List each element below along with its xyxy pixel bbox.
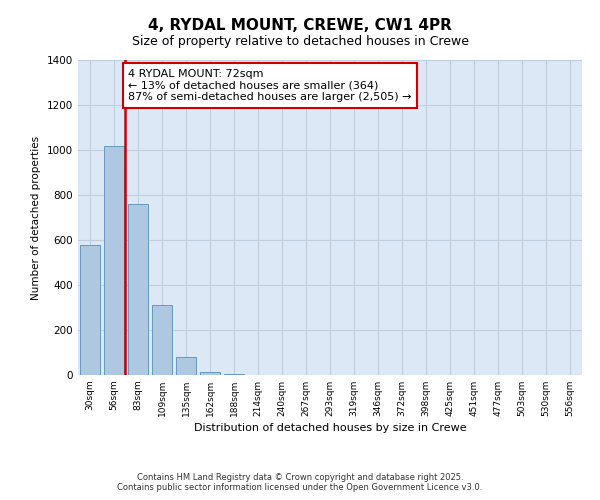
Bar: [152, 305, 172, 375]
Y-axis label: Number of detached properties: Number of detached properties: [31, 136, 41, 300]
Text: 4, RYDAL MOUNT, CREWE, CW1 4PR: 4, RYDAL MOUNT, CREWE, CW1 4PR: [148, 18, 452, 32]
Text: Contains HM Land Registry data © Crown copyright and database right 2025.
Contai: Contains HM Land Registry data © Crown c…: [118, 473, 482, 492]
Bar: [104, 146, 124, 375]
Text: 4 RYDAL MOUNT: 72sqm
← 13% of detached houses are smaller (364)
87% of semi-deta: 4 RYDAL MOUNT: 72sqm ← 13% of detached h…: [128, 69, 412, 102]
X-axis label: Distribution of detached houses by size in Crewe: Distribution of detached houses by size …: [194, 423, 466, 433]
Text: Size of property relative to detached houses in Crewe: Size of property relative to detached ho…: [131, 35, 469, 48]
Bar: [128, 204, 148, 375]
Bar: [80, 244, 100, 375]
Bar: [224, 374, 244, 375]
Bar: [176, 357, 196, 375]
Bar: [200, 372, 220, 375]
